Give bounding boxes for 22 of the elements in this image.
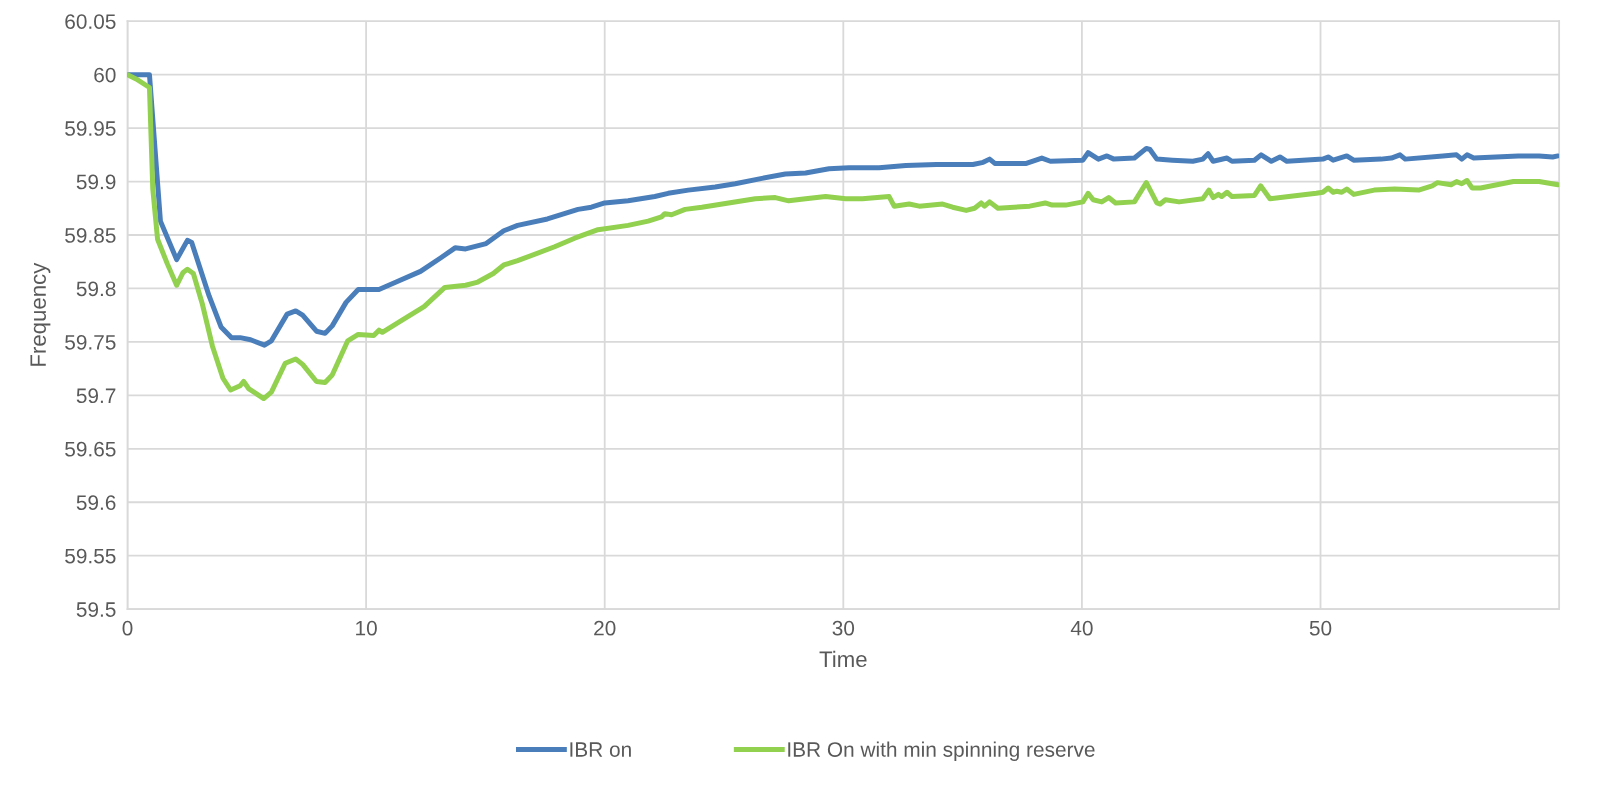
y-tick-label: 59.55 (65, 548, 116, 564)
y-tick-label: 59.95 (65, 121, 116, 136)
x-tick-label: 30 (832, 620, 855, 636)
y-axis-title: Frequency (30, 262, 51, 366)
x-tick-label: 10 (356, 620, 377, 636)
legend-label: IBR On with min spinning reserve (788, 741, 1095, 761)
y-tick-label: 60.05 (65, 14, 116, 29)
y-tick-label: 59.7 (76, 388, 116, 404)
x-tick-label: 20 (594, 620, 616, 636)
y-tick-label: 59.65 (65, 441, 116, 457)
x-tick-label: 50 (1309, 620, 1332, 636)
y-tick-label: 59.8 (76, 281, 116, 297)
y-tick-label: 59.9 (76, 174, 116, 190)
y-tick-label: 59.6 (76, 495, 116, 511)
x-tick-label: 40 (1070, 620, 1093, 636)
y-tick-label: 59.75 (65, 334, 116, 350)
x-tick-label: 0 (122, 620, 133, 636)
y-tick-label: 59.5 (76, 602, 116, 617)
x-axis-title: Time (819, 650, 867, 668)
y-tick-label: 60 (94, 67, 116, 83)
legend-label: IBR on (570, 742, 631, 757)
y-tick-label: 59.85 (65, 228, 116, 243)
